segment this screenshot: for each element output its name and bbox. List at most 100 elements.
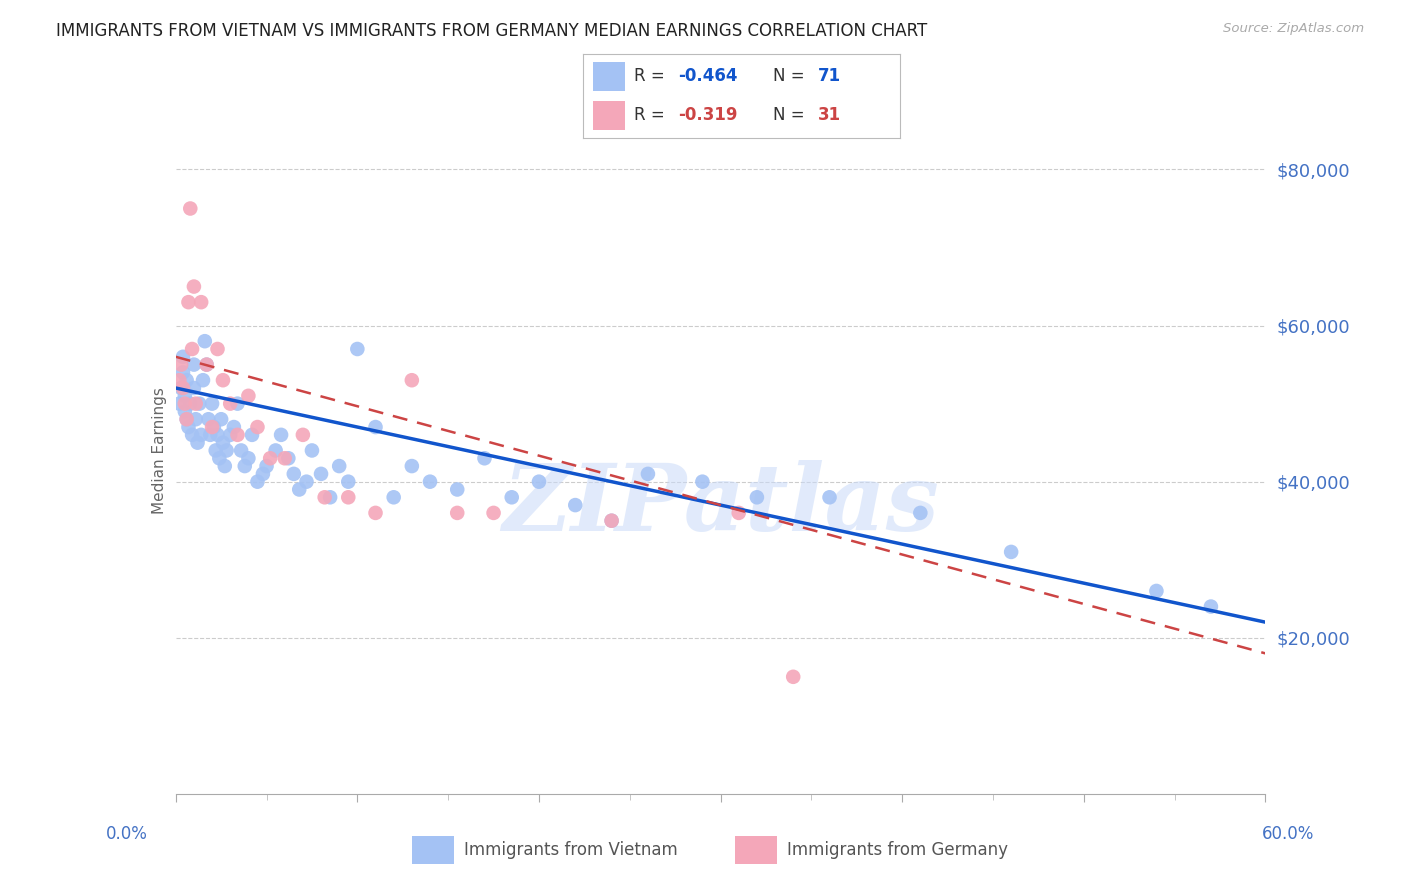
Point xyxy=(277,451,299,466)
Point xyxy=(173,396,195,410)
Point xyxy=(207,342,229,356)
Point xyxy=(264,443,287,458)
Point xyxy=(564,498,586,512)
Point xyxy=(176,412,198,426)
Point xyxy=(183,381,205,395)
Text: -0.319: -0.319 xyxy=(678,106,738,124)
Point xyxy=(401,458,423,473)
Point xyxy=(231,443,253,458)
Point xyxy=(194,334,217,349)
Point xyxy=(364,420,387,434)
Point xyxy=(419,475,441,489)
Point xyxy=(252,467,274,481)
Point xyxy=(191,373,214,387)
Point xyxy=(179,396,201,410)
Y-axis label: Median Earnings: Median Earnings xyxy=(152,387,167,514)
Point xyxy=(202,420,225,434)
Point xyxy=(301,443,323,458)
Point xyxy=(274,451,297,466)
Text: 31: 31 xyxy=(818,106,841,124)
Point xyxy=(1146,583,1168,598)
Point xyxy=(233,458,256,473)
Point xyxy=(256,458,278,473)
Text: Immigrants from Vietnam: Immigrants from Vietnam xyxy=(464,840,678,859)
Point xyxy=(782,670,804,684)
Point xyxy=(181,342,204,356)
Point xyxy=(215,443,238,458)
Point xyxy=(184,412,207,426)
Text: N =: N = xyxy=(773,68,804,86)
Point xyxy=(172,381,194,395)
Point xyxy=(208,451,231,466)
Point xyxy=(226,396,249,410)
Point xyxy=(346,342,368,356)
Point xyxy=(204,443,226,458)
Point xyxy=(637,467,659,481)
Point xyxy=(190,427,212,442)
Point xyxy=(209,412,232,426)
Point xyxy=(501,490,523,504)
Point xyxy=(319,490,342,504)
Text: Immigrants from Germany: Immigrants from Germany xyxy=(787,840,1008,859)
Point xyxy=(446,506,468,520)
Text: -0.464: -0.464 xyxy=(678,68,738,86)
Point xyxy=(201,396,224,410)
Point xyxy=(172,366,194,380)
Point xyxy=(246,475,269,489)
Point xyxy=(212,373,235,387)
Point xyxy=(184,396,207,410)
Point xyxy=(600,514,623,528)
Point xyxy=(195,358,218,372)
Point xyxy=(745,490,768,504)
Point xyxy=(288,483,311,497)
Point xyxy=(337,490,360,504)
Text: ZIPatlas: ZIPatlas xyxy=(502,460,939,550)
Point xyxy=(401,373,423,387)
Point xyxy=(246,420,269,434)
Point xyxy=(200,427,222,442)
Point xyxy=(183,279,205,293)
Point xyxy=(309,467,332,481)
Text: N =: N = xyxy=(773,106,804,124)
Point xyxy=(238,451,260,466)
Point xyxy=(226,427,249,442)
Point xyxy=(190,295,212,310)
Point xyxy=(219,396,242,410)
Point xyxy=(910,506,932,520)
Point xyxy=(328,458,350,473)
FancyBboxPatch shape xyxy=(412,836,454,863)
Point xyxy=(283,467,305,481)
Point xyxy=(291,427,314,442)
Point xyxy=(177,295,200,310)
Point xyxy=(818,490,841,504)
Point xyxy=(474,451,496,466)
Text: R =: R = xyxy=(634,68,665,86)
Point xyxy=(692,475,714,489)
Point xyxy=(214,458,236,473)
Point xyxy=(295,475,318,489)
Point xyxy=(169,396,191,410)
Point xyxy=(600,514,623,528)
Point xyxy=(176,412,198,426)
Point xyxy=(727,506,749,520)
FancyBboxPatch shape xyxy=(593,62,624,91)
Point xyxy=(337,475,360,489)
Point xyxy=(188,396,211,410)
Text: 60.0%: 60.0% xyxy=(1263,825,1315,843)
Point xyxy=(259,451,281,466)
Text: Source: ZipAtlas.com: Source: ZipAtlas.com xyxy=(1223,22,1364,36)
Point xyxy=(170,358,193,372)
Point xyxy=(382,490,405,504)
Point xyxy=(179,202,201,216)
Text: 71: 71 xyxy=(818,68,841,86)
Point xyxy=(482,506,505,520)
Point xyxy=(207,427,229,442)
Point xyxy=(527,475,550,489)
Point xyxy=(270,427,292,442)
Point xyxy=(195,358,218,372)
Point xyxy=(240,427,263,442)
Point xyxy=(212,435,235,450)
Point xyxy=(446,483,468,497)
Point xyxy=(173,389,195,403)
Point xyxy=(222,420,245,434)
